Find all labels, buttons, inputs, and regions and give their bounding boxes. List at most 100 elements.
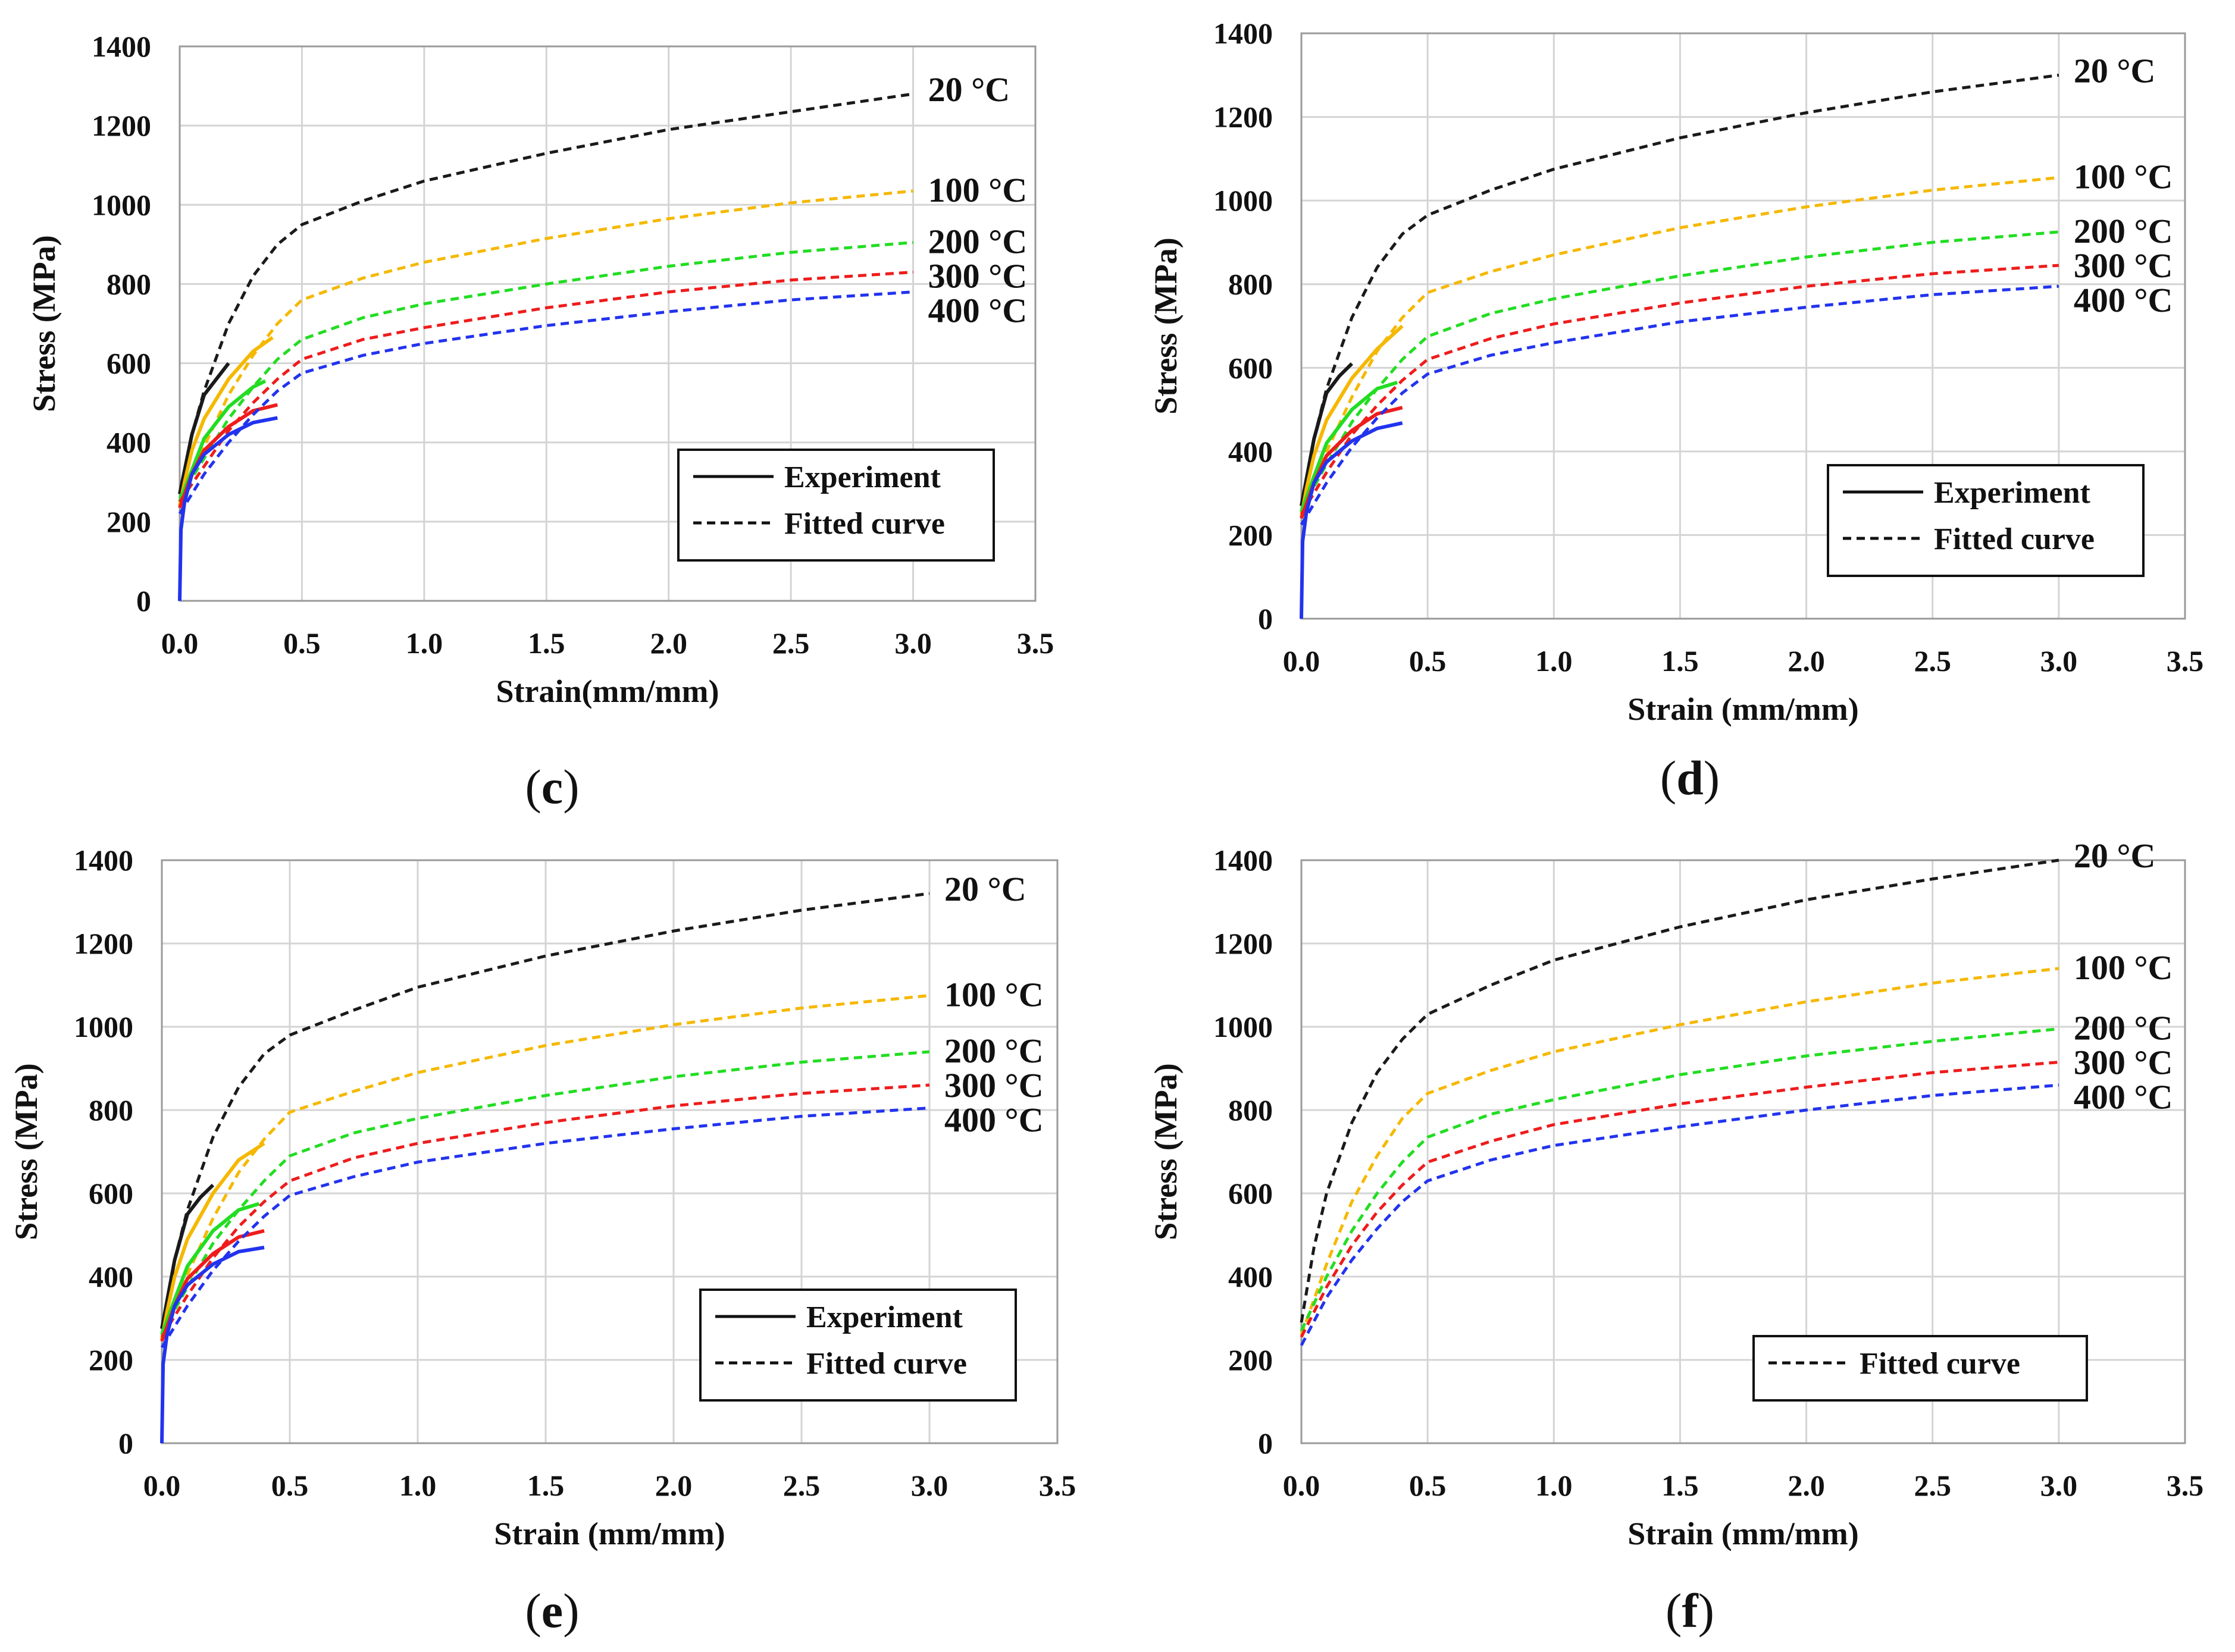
legend-label: Fitted curve bbox=[784, 507, 945, 541]
x-tick-label: 2.5 bbox=[1914, 644, 1951, 678]
y-tick-label: 1400 bbox=[1213, 844, 1273, 877]
legend-label: Experiment bbox=[784, 460, 941, 494]
x-axis-label: Strain (mm/mm) bbox=[494, 1516, 725, 1551]
plot-area-border bbox=[179, 45, 1037, 602]
series-label-100c: 100 °C bbox=[2074, 157, 2173, 196]
fitted-curve-300c bbox=[1300, 264, 2059, 515]
x-tick-label: 3.5 bbox=[2167, 1469, 2204, 1502]
y-tick-label: 200 bbox=[1228, 518, 1273, 551]
y-tick-label: 0 bbox=[1258, 602, 1273, 635]
chart-panel-d: 0.0 0.5 1.0 1.5 2.0 2.5 3.0 3.5 0 200 400 600 800 100… bbox=[1148, 17, 2203, 805]
series-label-200c: 200 °C bbox=[928, 222, 1028, 261]
series-label-20c: 20 °C bbox=[928, 70, 1010, 109]
experiment-curve-200c bbox=[160, 1202, 260, 1336]
y-tick-label: 1000 bbox=[1213, 1010, 1273, 1043]
legend-box bbox=[1752, 1335, 2088, 1402]
panel-label: (c) bbox=[525, 760, 579, 814]
y-tick-label: 400 bbox=[1228, 1260, 1273, 1293]
fitted-curve-300c bbox=[178, 271, 913, 503]
fitted-curve-100c bbox=[178, 189, 913, 507]
experiment-curve-400c bbox=[160, 1246, 265, 1444]
plot-area-border bbox=[1300, 859, 2186, 1444]
fitted-curve-400c bbox=[160, 1106, 930, 1349]
series-label-300c: 300 °C bbox=[2074, 246, 2173, 285]
panel-label: (f) bbox=[1666, 1584, 1714, 1638]
experiment-curve-100c bbox=[1300, 324, 1404, 517]
x-tick-label: 1.0 bbox=[406, 626, 443, 660]
x-tick-label: 0.0 bbox=[161, 626, 199, 660]
series-label-300c: 300 °C bbox=[2074, 1043, 2173, 1082]
legend-label: Fitted curve bbox=[806, 1347, 967, 1381]
y-tick-label: 800 bbox=[1228, 1093, 1273, 1127]
fitted-curve-200c bbox=[160, 1050, 930, 1334]
y-tick-label: 1200 bbox=[92, 109, 151, 142]
x-tick-label: 3.5 bbox=[1017, 626, 1054, 660]
x-tick-label: 3.0 bbox=[894, 626, 932, 660]
legend-box bbox=[1827, 464, 2145, 577]
x-tick-label: 1.0 bbox=[1535, 644, 1573, 678]
x-axis-label: Strain (mm/mm) bbox=[1627, 691, 1858, 727]
y-axis-label: Stress (MPa) bbox=[8, 1063, 44, 1240]
x-tick-label: 2.5 bbox=[1914, 1469, 1951, 1502]
x-tick-label: 1.0 bbox=[399, 1469, 437, 1502]
legend-box bbox=[699, 1289, 1017, 1402]
y-tick-label: 0 bbox=[136, 584, 151, 617]
y-tick-label: 1000 bbox=[92, 188, 151, 221]
x-tick-label: 0.5 bbox=[271, 1469, 309, 1502]
legend-label: Experiment bbox=[806, 1300, 963, 1334]
fitted-curve-200c bbox=[1300, 1027, 2059, 1332]
y-tick-label: 200 bbox=[107, 505, 151, 538]
fitted-curve-200c bbox=[178, 241, 913, 499]
fitted-curve-20c bbox=[1300, 73, 2059, 506]
fitted-curve-300c bbox=[1300, 1061, 2059, 1338]
plot-area-border bbox=[161, 859, 1059, 1444]
legend-label: Fitted curve bbox=[1934, 522, 2095, 556]
y-tick-label: 600 bbox=[1228, 1177, 1273, 1210]
y-axis-label: Stress (MPa) bbox=[1148, 1063, 1184, 1240]
y-tick-label: 1400 bbox=[92, 30, 151, 63]
legend-box bbox=[677, 449, 995, 562]
x-tick-label: 1.0 bbox=[1535, 1469, 1573, 1502]
fitted-curve-100c bbox=[1300, 967, 2059, 1336]
y-tick-label: 1200 bbox=[1213, 101, 1273, 134]
experiment-curve-100c bbox=[178, 336, 274, 506]
y-tick-label: 600 bbox=[107, 347, 151, 380]
chart-panel-e: 0.0 0.5 1.0 1.5 2.0 2.5 3.0 3.5 0 200 400 600 800 100… bbox=[8, 844, 1076, 1638]
fitted-curve-100c bbox=[160, 994, 930, 1340]
fitted-curve-100c bbox=[1300, 176, 2059, 517]
x-axis-label: Strain(mm/mm) bbox=[496, 673, 719, 709]
x-tick-label: 2.0 bbox=[655, 1469, 693, 1502]
series-label-400c: 400 °C bbox=[2074, 1078, 2173, 1117]
y-tick-label: 800 bbox=[107, 267, 151, 300]
x-tick-label: 0.5 bbox=[283, 626, 321, 660]
y-tick-label: 400 bbox=[107, 426, 151, 459]
y-tick-label: 400 bbox=[89, 1260, 133, 1293]
x-tick-label: 1.5 bbox=[1661, 1469, 1699, 1502]
fitted-curve-300c bbox=[160, 1083, 930, 1338]
experiment-curve-400c bbox=[1300, 421, 1403, 619]
y-tick-label: 1200 bbox=[1213, 927, 1273, 960]
series-label-400c: 400 °C bbox=[2074, 281, 2173, 319]
y-tick-label: 1000 bbox=[74, 1010, 133, 1043]
panel-label: (e) bbox=[525, 1584, 579, 1638]
y-tick-label: 1200 bbox=[74, 927, 133, 960]
x-tick-label: 1.5 bbox=[528, 626, 565, 660]
experiment-curve-200c bbox=[1300, 381, 1398, 513]
y-axis-label: Stress (MPa) bbox=[1148, 237, 1184, 414]
y-tick-label: 1400 bbox=[74, 844, 133, 877]
x-tick-label: 2.0 bbox=[1788, 644, 1825, 678]
x-axis-label: Strain (mm/mm) bbox=[1627, 1516, 1858, 1551]
series-label-300c: 300 °C bbox=[928, 257, 1028, 296]
x-tick-label: 0.0 bbox=[1283, 1469, 1320, 1502]
y-tick-label: 1000 bbox=[1213, 184, 1273, 217]
y-tick-label: 800 bbox=[89, 1093, 133, 1127]
x-tick-label: 0.5 bbox=[1409, 644, 1447, 678]
fitted-curve-400c bbox=[178, 290, 913, 515]
series-label-400c: 400 °C bbox=[928, 291, 1028, 330]
series-label-20c: 20 °C bbox=[944, 870, 1026, 908]
x-tick-label: 3.0 bbox=[2040, 1469, 2078, 1502]
series-label-200c: 200 °C bbox=[2074, 1009, 2173, 1048]
x-tick-label: 2.5 bbox=[772, 626, 810, 660]
x-tick-label: 0.0 bbox=[1283, 644, 1320, 678]
